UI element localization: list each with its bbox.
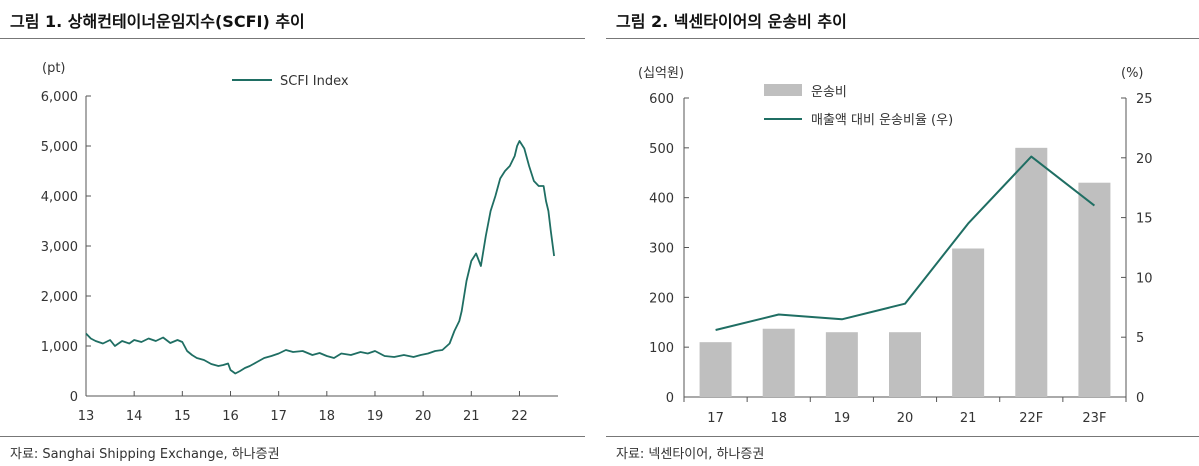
left-y-tick-label: 500 (649, 142, 674, 157)
y-unit-label: (pt) (42, 61, 66, 76)
top-rule (0, 38, 585, 39)
x-tick-label: 17 (707, 411, 724, 426)
y-tick-label: 1,000 (41, 340, 78, 355)
right-y-tick-label: 20 (1136, 152, 1153, 167)
x-tick-label: 17 (270, 409, 287, 424)
right-y-tick-label: 5 (1136, 331, 1144, 346)
legend-bar-swatch (764, 84, 802, 96)
right-y-tick-label: 15 (1136, 212, 1153, 227)
left-y-tick-label: 200 (649, 291, 674, 306)
scfi-figure-title: 그림 1. 상해컨테이너운임지수(SCFI) 추이 (10, 12, 305, 31)
y-tick-label: 2,000 (41, 290, 78, 305)
shipping-cost-bar (699, 342, 732, 397)
x-tick-label: 20 (897, 411, 914, 426)
right-unit-label: (%) (1121, 66, 1144, 81)
scfi-source-note: 자료: Sanghai Shipping Exchange, 하나증권 (10, 447, 280, 462)
legend-bar-label: 운송비 (811, 85, 847, 100)
y-tick-label: 0 (70, 390, 78, 405)
left-y-tick-label: 0 (666, 391, 674, 406)
shipping-figure-title: 그림 2. 넥센타이어의 운송비 추이 (616, 12, 847, 31)
x-tick-label: 21 (960, 411, 977, 426)
top-rule (606, 38, 1199, 39)
legend-label: SCFI Index (280, 74, 349, 89)
shipping-cost-panel: 그림 2. 넥센타이어의 운송비 추이 (십억원) (%) 0 100 200 300 40… (606, 0, 1199, 466)
shipping-cost-bar (1015, 147, 1048, 397)
x-tick-label: 15 (174, 409, 191, 424)
shipping-cost-bar (952, 248, 985, 397)
x-tick-label: 22F (1019, 411, 1043, 426)
x-tick-label: 19 (367, 409, 384, 424)
left-unit-label: (십억원) (638, 66, 684, 81)
scfi-index-line (85, 140, 555, 375)
x-tick-label: 16 (222, 409, 239, 424)
y-tick-label: 5,000 (41, 140, 78, 155)
scfi-panel: 그림 1. 상해컨테이너운임지수(SCFI) 추이 (pt) 0 1,000 2,00… (0, 0, 585, 466)
bottom-rule (606, 436, 1199, 437)
x-tick-label: 14 (126, 409, 143, 424)
shipping-cost-bar (1078, 182, 1111, 397)
shipping-source-note: 자료: 넥센타이어, 하나증권 (616, 447, 765, 462)
left-y-tick-label: 300 (649, 242, 674, 257)
x-tick-label: 13 (78, 409, 95, 424)
left-y-tick-label: 600 (649, 92, 674, 107)
y-tick-label: 6,000 (41, 90, 78, 105)
x-tick-label: 19 (834, 411, 851, 426)
shipping-cost-bar (762, 328, 795, 397)
y-tick-label: 4,000 (41, 190, 78, 205)
legend-line-label: 매출액 대비 운송비율 (우) (811, 113, 953, 128)
left-y-tick-label: 100 (649, 341, 674, 356)
scfi-line-chart: (pt) 0 1,000 2,000 3,000 4,000 5,000 6,000 13 14 1… (41, 61, 558, 424)
x-tick-label: 20 (415, 409, 432, 424)
x-tick-label: 21 (463, 409, 480, 424)
shipping-cost-bar (825, 332, 858, 397)
left-y-tick-label: 400 (649, 192, 674, 207)
right-y-tick-label: 10 (1136, 271, 1153, 286)
bottom-rule (0, 436, 585, 437)
x-tick-label: 18 (770, 411, 787, 426)
shipping-cost-combo-chart: (십억원) (%) 0 100 200 300 400 500 600 0 5 10 15 20 25 17 1… (638, 66, 1153, 426)
y-tick-label: 3,000 (41, 240, 78, 255)
x-tick-label: 23F (1082, 411, 1106, 426)
x-tick-label: 22 (511, 409, 528, 424)
right-y-tick-label: 0 (1136, 391, 1144, 406)
x-tick-label: 18 (319, 409, 336, 424)
shipping-ratio-line (715, 155, 1096, 331)
shipping-cost-bar (889, 332, 921, 397)
right-y-tick-label: 25 (1136, 92, 1153, 107)
